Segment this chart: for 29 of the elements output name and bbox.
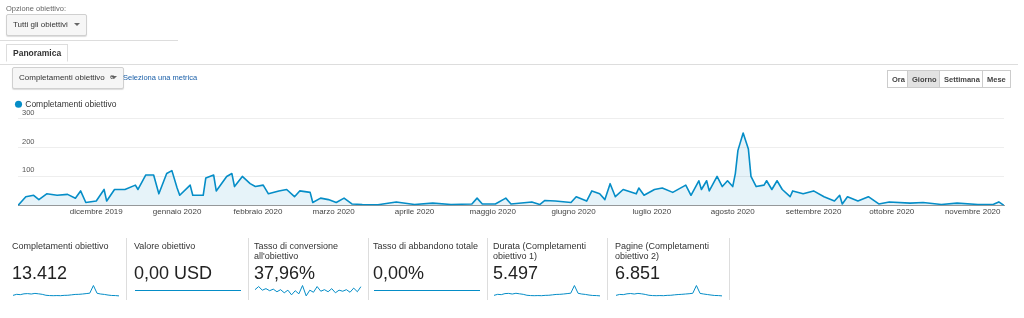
text: Completamenti obiettivo: [19, 73, 105, 82]
chart-title: Pagine (Completamenti obiettivo 2): [615, 241, 711, 261]
text: 37,96%: [254, 263, 316, 284]
x-tick-label: maggio 2020: [469, 207, 517, 217]
x-tick-label: novembre 2020: [944, 207, 1002, 217]
text: 13.412: [12, 263, 68, 284]
x-tick-label: marzo 2020: [312, 207, 356, 217]
x-tick-label: gennaio 2020: [152, 207, 202, 217]
x-tick-label: agosto 2020: [710, 207, 756, 217]
chart-title: Completamenti obiettivo: [12, 241, 110, 251]
text: Valore obiettivo: [134, 241, 197, 251]
chart-title: Tasso di conversione all'obiettivo: [254, 241, 340, 261]
x-tick-label: luglio 2020: [632, 207, 672, 217]
x-tick-label: ottobre 2020: [869, 207, 915, 217]
text: Tasso di abbandono totale: [373, 241, 480, 251]
x-tick-label: giugno 2020: [551, 207, 597, 217]
text: Tutti gli obiettivi: [13, 20, 68, 29]
x-tick-label: settembre 2020: [785, 207, 842, 217]
legend-label: Completamenti obiettivo: [25, 98, 117, 109]
text: 6.851: [615, 263, 661, 284]
text: e: [110, 72, 115, 81]
text: Panoramica: [13, 48, 62, 58]
x-tick-label: febbraio 2020: [233, 207, 283, 217]
text: 0,00%: [373, 263, 425, 284]
text: 5.497: [493, 263, 539, 284]
text: 0,00 USD: [134, 263, 213, 284]
x-tick-label: dicembre 2019: [69, 207, 124, 217]
x-tick-label: aprile 2020: [394, 207, 435, 217]
chart-title: Durata (Completamenti obiettivo 1): [493, 241, 588, 261]
